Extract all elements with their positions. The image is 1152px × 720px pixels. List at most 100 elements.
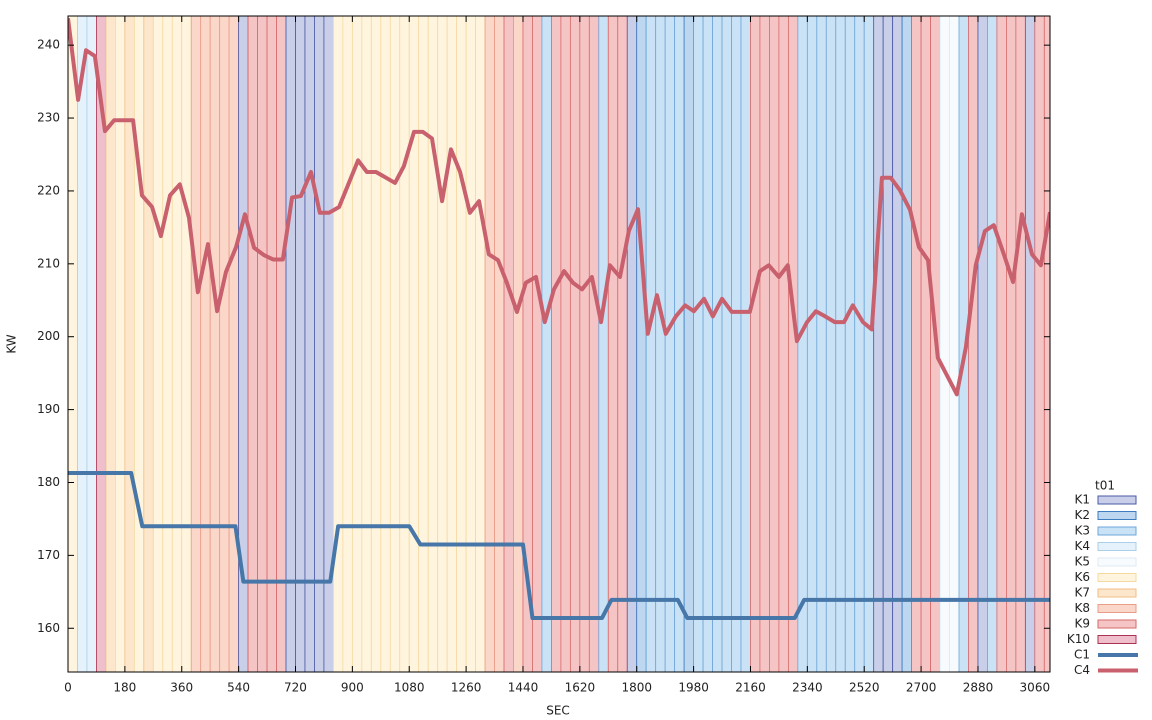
band: [389, 16, 401, 672]
legend-label: K6: [1074, 570, 1090, 584]
band: [551, 16, 562, 672]
band: [124, 16, 135, 672]
band: [465, 16, 476, 672]
band: [285, 16, 296, 672]
band: [702, 16, 713, 672]
x-tick-label: 540: [227, 681, 250, 695]
band: [588, 16, 600, 672]
band: [257, 16, 268, 672]
band: [825, 16, 837, 672]
band: [276, 16, 287, 672]
band: [674, 16, 685, 672]
band: [162, 16, 173, 672]
legend-swatch: [1097, 526, 1137, 536]
band: [541, 16, 552, 672]
band: [314, 16, 325, 672]
y-tick-label: 240: [37, 38, 60, 52]
y-tick-label: 220: [37, 183, 60, 197]
band: [721, 16, 732, 672]
legend-label: K10: [1067, 632, 1090, 646]
x-tick-label: 2160: [735, 681, 766, 695]
band: [569, 16, 581, 672]
legend-label: K8: [1074, 601, 1090, 615]
y-tick-label: 180: [37, 475, 60, 489]
x-tick-label: 1440: [508, 681, 539, 695]
y-tick-label: 210: [37, 256, 60, 270]
band: [200, 16, 211, 672]
band: [617, 16, 628, 672]
band: [1015, 16, 1026, 672]
band: [295, 16, 306, 672]
band: [1034, 16, 1045, 672]
legend-swatch: [1097, 619, 1137, 629]
band: [835, 16, 846, 672]
band: [759, 16, 770, 672]
x-tick-label: 3060: [1020, 681, 1051, 695]
legend-swatch: [1097, 557, 1137, 567]
y-tick-label: 190: [37, 402, 60, 416]
band: [655, 16, 666, 672]
band: [560, 16, 571, 672]
band: [626, 16, 638, 672]
band: [418, 16, 429, 672]
band: [769, 16, 780, 672]
y-tick-label: 230: [37, 111, 60, 125]
band: [607, 16, 619, 672]
x-tick-label: 2520: [849, 681, 880, 695]
band: [712, 16, 723, 672]
band: [114, 16, 126, 672]
lines: [68, 17, 1050, 621]
legend-title: t01: [1095, 479, 1115, 493]
legend-label: K9: [1074, 617, 1090, 631]
band: [787, 16, 799, 672]
band: [342, 16, 353, 672]
band: [1024, 16, 1036, 672]
band: [143, 16, 154, 672]
legend-swatch: [1097, 635, 1137, 644]
band: [266, 16, 277, 672]
band: [361, 16, 372, 672]
legend-swatch: [1097, 511, 1137, 520]
band: [333, 16, 344, 672]
x-axis-label: SEC: [546, 704, 570, 718]
y-tick-label: 200: [37, 329, 60, 343]
series-line: [68, 471, 1050, 621]
legend-swatch: [1097, 542, 1137, 551]
band: [977, 16, 988, 672]
band: [219, 16, 230, 672]
plot-frame: [67, 15, 1051, 673]
band: [683, 16, 694, 672]
band: [427, 16, 439, 672]
bands: [68, 16, 1050, 672]
band: [475, 16, 486, 672]
x-tick-label: 2700: [906, 681, 937, 695]
x-tick-label: 360: [170, 681, 193, 695]
band: [636, 16, 647, 672]
band: [911, 16, 922, 672]
band: [77, 16, 88, 672]
band: [503, 16, 514, 672]
legend-label: K5: [1074, 555, 1090, 569]
x-tick-label: 720: [284, 681, 307, 695]
legend-swatch: [1097, 495, 1137, 505]
band: [806, 16, 818, 672]
x-tick-label: 0: [64, 681, 72, 695]
band: [68, 16, 78, 672]
band: [731, 16, 742, 672]
band: [901, 16, 913, 672]
band: [408, 16, 420, 672]
legend-label: K2: [1074, 508, 1090, 522]
legend-label: K1: [1074, 493, 1090, 507]
x-tick-label: 1080: [394, 681, 425, 695]
band: [532, 16, 543, 672]
band: [304, 16, 315, 672]
legend-label: K4: [1074, 539, 1090, 553]
band: [987, 16, 998, 672]
band: [86, 16, 97, 672]
x-tick-label: 1260: [451, 681, 482, 695]
x-tick-label: 2880: [963, 681, 994, 695]
band: [399, 16, 410, 672]
band: [996, 16, 1007, 672]
band: [380, 16, 391, 672]
band: [181, 16, 192, 672]
